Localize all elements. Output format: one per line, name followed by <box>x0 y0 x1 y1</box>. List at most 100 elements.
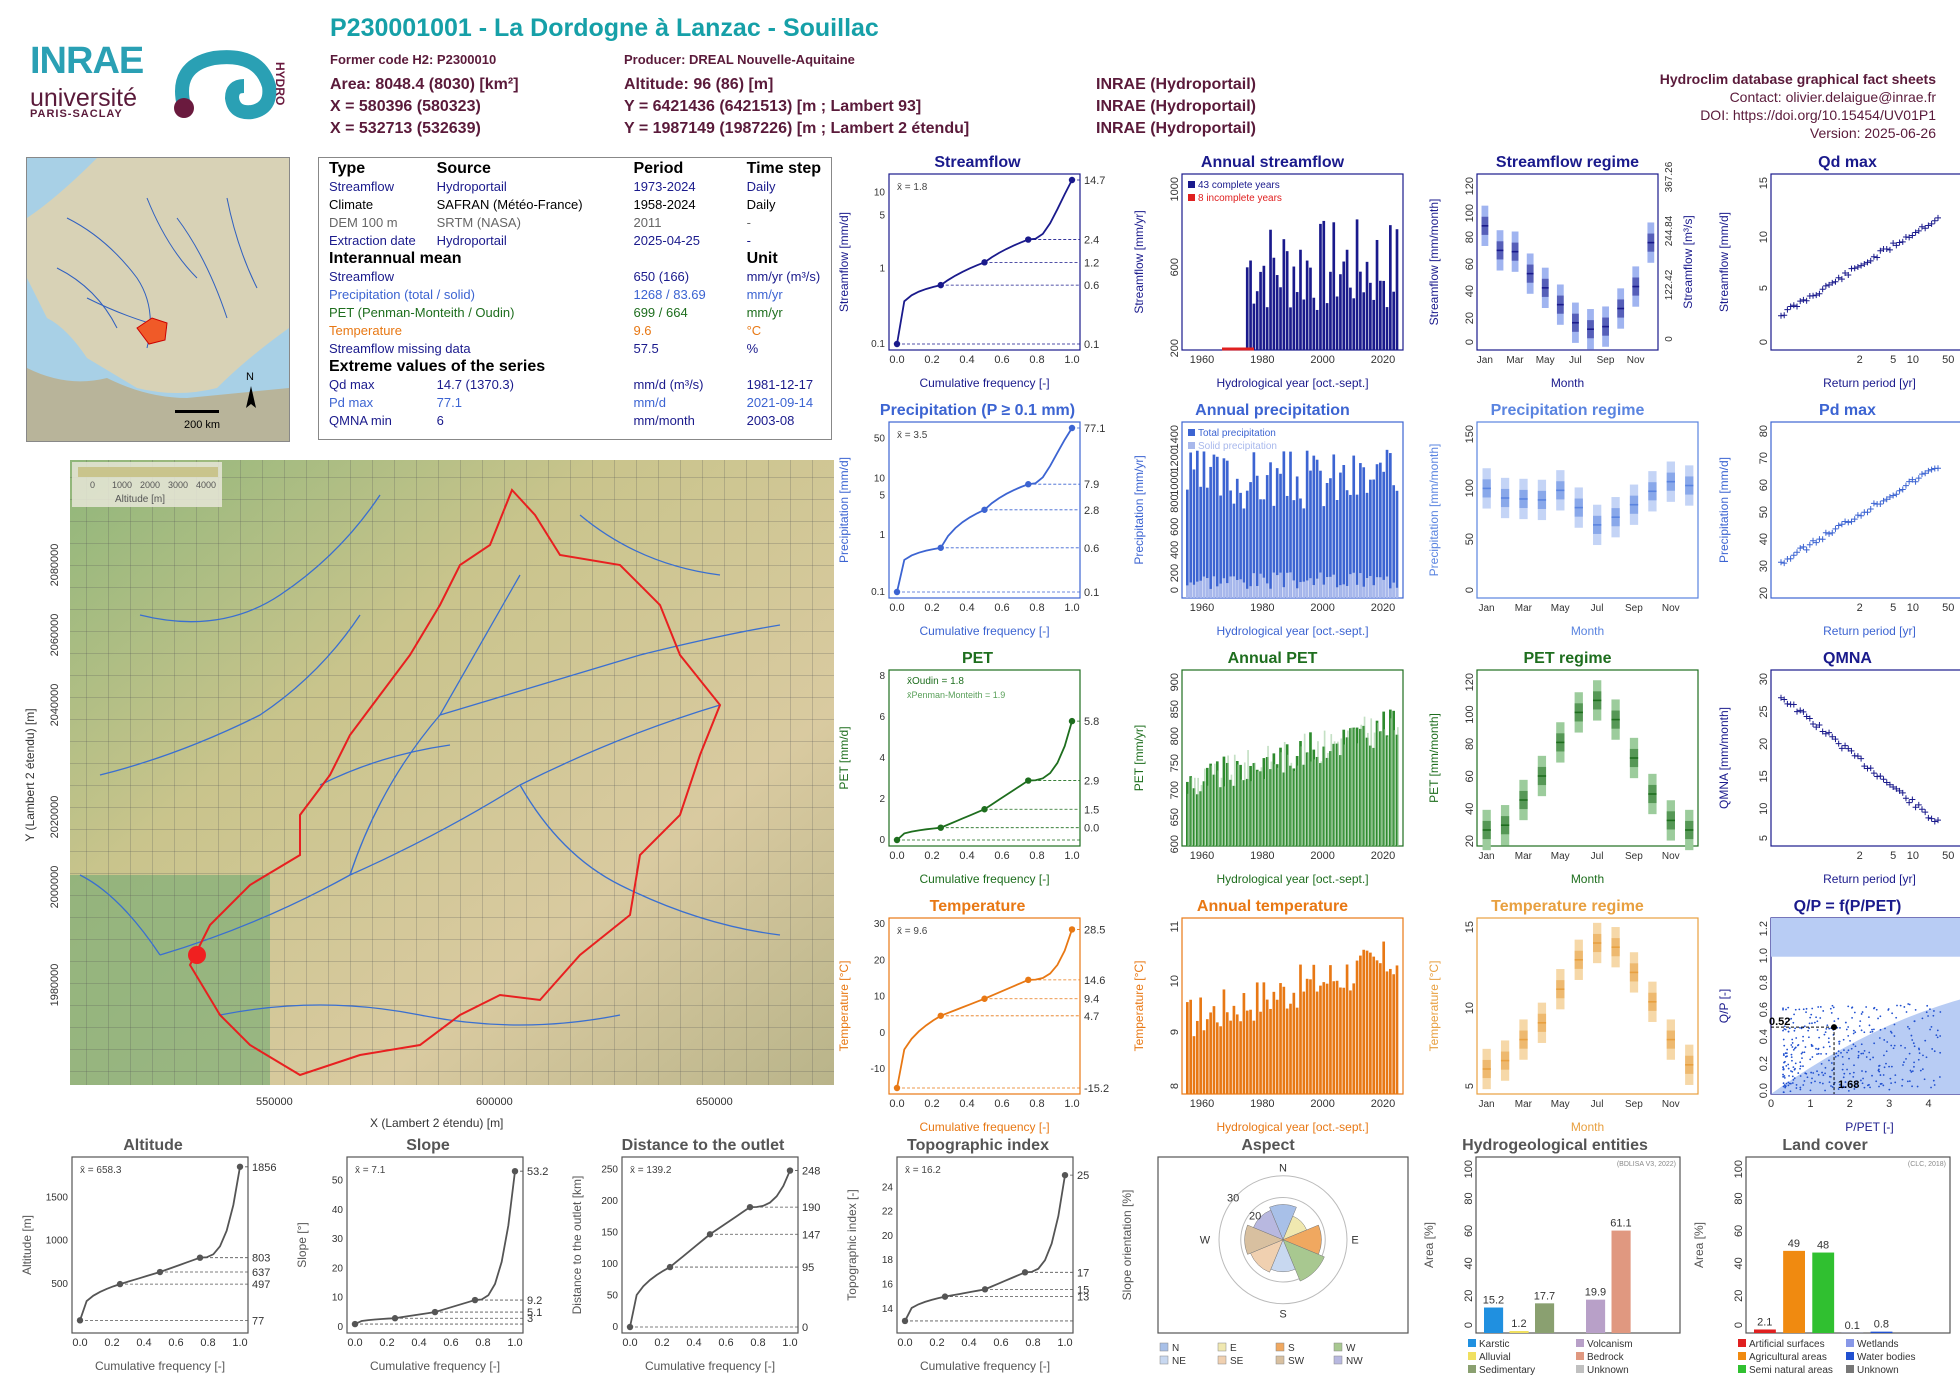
annual-bar-alt <box>1340 738 1343 846</box>
annual-bar-alt <box>1243 762 1246 846</box>
y-axis-label: Streamflow [mm/yr] <box>1132 210 1146 313</box>
qp-point <box>1828 1045 1831 1048</box>
annual-bar <box>1332 981 1336 1094</box>
qp-point <box>1929 1028 1931 1031</box>
qp-point <box>1799 1075 1802 1077</box>
qp-point <box>1852 1075 1855 1078</box>
y-axis-label: Q/P [-] <box>1717 989 1731 1023</box>
qp-annot: 0.52 <box>1769 1016 1790 1028</box>
return-period-point <box>1854 264 1861 271</box>
qp-point <box>1783 1075 1786 1077</box>
right-tick-label: 248 <box>802 1166 820 1178</box>
qp-point <box>1857 1056 1860 1059</box>
qp-point <box>1817 1006 1820 1008</box>
plot-frame <box>896 1156 1074 1334</box>
qp-point <box>1924 1039 1927 1042</box>
legend-tick: 1000 <box>112 480 132 490</box>
mean-unit: mm/yr <box>746 305 783 320</box>
y-tick-label: 50 <box>332 1176 344 1187</box>
qp-point <box>1879 1074 1882 1076</box>
y-axis-label: Area [%] <box>1692 1222 1706 1268</box>
y-tick-label: 650 <box>1169 808 1181 826</box>
qp-point <box>1914 1009 1917 1011</box>
former-code: Former code H2: P2300010 <box>330 52 497 67</box>
x-tick-label: Jul <box>1569 355 1582 366</box>
annual-bar <box>1315 309 1319 350</box>
qp-point <box>1913 1045 1916 1048</box>
annual-bar <box>1279 983 1282 1094</box>
qp-point <box>1802 1035 1804 1038</box>
y-tick-label: 50 <box>874 434 886 445</box>
return-period-point <box>1906 799 1913 806</box>
annual-bar <box>1345 964 1349 1094</box>
return-period-point <box>1918 471 1925 478</box>
annual-bar <box>1309 732 1312 846</box>
qp-point <box>1854 1045 1857 1048</box>
qp-point <box>1890 1082 1893 1084</box>
right-tick-label: 0.6 <box>1084 280 1099 292</box>
annual-bar <box>1335 500 1339 598</box>
qp-point <box>1799 1088 1802 1091</box>
qp-point <box>1838 1083 1841 1086</box>
annual-bar <box>1186 781 1189 846</box>
right-tick-label: 13 <box>1077 1292 1089 1304</box>
return-period-point <box>1835 522 1842 529</box>
x-axis-label: P/PET [-] <box>1845 1120 1893 1134</box>
category-bar <box>1535 1303 1555 1333</box>
annual-bar <box>1262 982 1266 1094</box>
legend-swatch <box>1188 442 1195 449</box>
qp-point <box>1783 1084 1786 1086</box>
annual-bar <box>1335 980 1339 1094</box>
qp-point <box>1835 1052 1838 1055</box>
x-tick-label: 0.6 <box>443 1337 458 1349</box>
qp-point <box>1906 1080 1909 1083</box>
legend-swatch <box>1333 1355 1343 1365</box>
x-tick-label: 0.8 <box>1029 850 1044 862</box>
x-axis-label: Month <box>1571 872 1604 886</box>
qp-point <box>1831 1069 1834 1072</box>
chart-title: Pd max <box>1819 402 1876 419</box>
right-tick-label: 803 <box>252 1253 270 1265</box>
annual-bar <box>1292 992 1296 1094</box>
solid-bar <box>1212 576 1216 598</box>
extreme-date: 1981-12-17 <box>746 377 814 392</box>
annual-bar <box>1229 490 1232 598</box>
qp-point <box>1822 1046 1825 1049</box>
qp-point <box>1858 1025 1861 1027</box>
x-tick-label: 10 <box>1907 354 1919 366</box>
return-period-point <box>1931 217 1938 224</box>
qp-point <box>1828 1027 1831 1030</box>
y-tick-label: 600 <box>1169 518 1181 536</box>
return-period-point <box>1935 214 1941 221</box>
x-tick-label: 1980 <box>1250 1098 1274 1110</box>
x-tick-label: 1.0 <box>1064 354 1079 366</box>
x-tick-label: 3 <box>1886 1098 1892 1110</box>
annual-bar <box>1289 765 1292 846</box>
annual-bar-alt <box>1360 724 1363 846</box>
qp-point <box>1890 1044 1893 1047</box>
annual-bar <box>1322 746 1326 846</box>
return-period-point <box>1922 225 1929 232</box>
qp-point <box>1791 1082 1794 1084</box>
solid-bar <box>1186 585 1189 598</box>
annual-bar <box>1225 762 1229 846</box>
y-tick-label: 15 <box>1758 770 1770 782</box>
x-tick-label: Jan <box>1479 851 1495 862</box>
qp-point <box>1933 1010 1935 1012</box>
x-tick-label: 0.8 <box>475 1337 490 1349</box>
annual-bar-alt <box>1280 752 1283 846</box>
annual-bar <box>1395 490 1399 598</box>
qp-point <box>1846 1068 1848 1071</box>
qp-point <box>1833 1020 1836 1023</box>
aspect-sector <box>1244 1224 1284 1255</box>
annual-bar-alt <box>1230 774 1233 846</box>
y-tick-label: 6 <box>879 712 885 723</box>
y-tick-label: 60 <box>1464 258 1476 270</box>
qp-point <box>1812 1072 1815 1074</box>
x-axis-label: Return period [yr] <box>1823 872 1916 886</box>
map-ytick: 1980000 <box>49 964 61 1007</box>
solid-bar <box>1249 586 1252 598</box>
return-period-point <box>1883 246 1890 253</box>
y-tick-label: 200 <box>1169 339 1181 357</box>
x-tick-label: 2000 <box>1310 850 1334 862</box>
